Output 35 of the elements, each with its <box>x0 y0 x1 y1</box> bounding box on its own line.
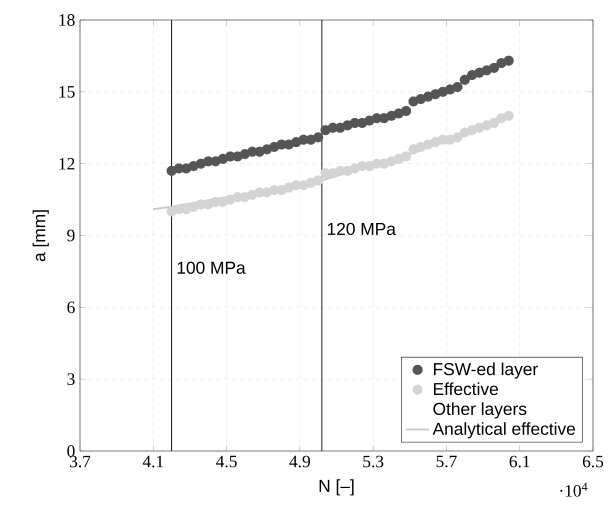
y-tick-label: 3 <box>67 373 75 385</box>
point <box>452 132 462 142</box>
point <box>313 132 324 142</box>
x-tick-label: 5.7 <box>436 456 457 468</box>
ref-line-label: 100 MPa <box>178 262 246 274</box>
x-tick-label: 4.9 <box>289 456 310 468</box>
x-tick-label: 4.1 <box>142 456 164 468</box>
text: ·10$^{4}$ <box>560 482 588 497</box>
point <box>401 151 412 162</box>
legend-label: FSW-ed layer <box>434 362 538 379</box>
point <box>452 82 462 92</box>
y-tick-label: 18 <box>59 14 75 26</box>
legend-label: Effective <box>434 382 498 396</box>
legend-label: Analytical effective <box>432 422 576 438</box>
y-tick-label: 12 <box>59 158 74 170</box>
x-tick-label: 4.5 <box>216 456 237 468</box>
text: Other layers <box>433 402 526 418</box>
point <box>504 56 514 66</box>
y-tick-label: 0 <box>67 445 75 457</box>
y-tick-label: 15 <box>59 86 75 98</box>
point <box>488 62 500 73</box>
x-tick-label: 3.7 <box>70 456 90 468</box>
point <box>401 106 412 116</box>
x-tick-label: 6.1 <box>510 456 530 468</box>
point <box>504 110 514 121</box>
x-tick-label: 5.3 <box>363 456 384 468</box>
point <box>313 175 324 186</box>
x-tick-label: 6.5 <box>582 456 604 468</box>
y-axis-title: a [mm] <box>32 210 49 262</box>
x-axis-title: N [–] <box>320 479 354 496</box>
y-tick-label: 9 <box>67 230 75 242</box>
y-tick-label: 6 <box>67 302 75 314</box>
point <box>488 118 500 128</box>
ref-line-label: 120 MPa <box>328 222 396 236</box>
point <box>460 74 470 85</box>
